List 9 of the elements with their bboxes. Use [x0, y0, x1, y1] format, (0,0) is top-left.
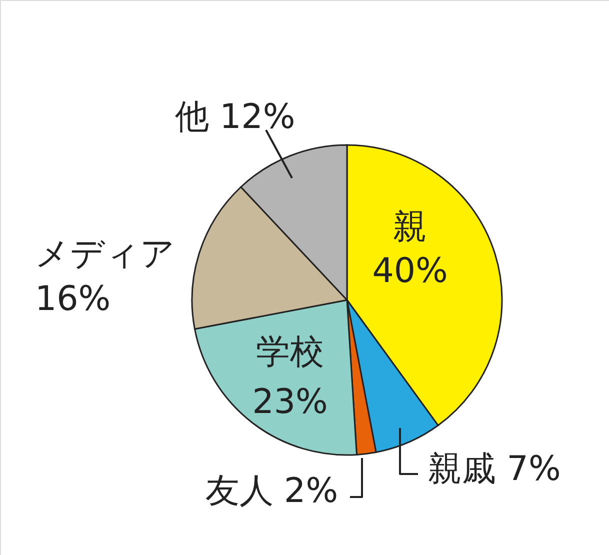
data-label: 40% — [372, 251, 448, 291]
slice-label: 他 12% — [174, 97, 296, 137]
data-label: 16% — [35, 279, 111, 319]
slice-label: 親戚 7% — [428, 449, 561, 489]
slice-label: メディア — [35, 234, 175, 274]
data-label: 23% — [252, 382, 328, 422]
slice-label: 親 — [393, 207, 427, 247]
slice-label: 学校 — [256, 332, 324, 372]
slice-label: 友人 2% — [205, 471, 338, 511]
